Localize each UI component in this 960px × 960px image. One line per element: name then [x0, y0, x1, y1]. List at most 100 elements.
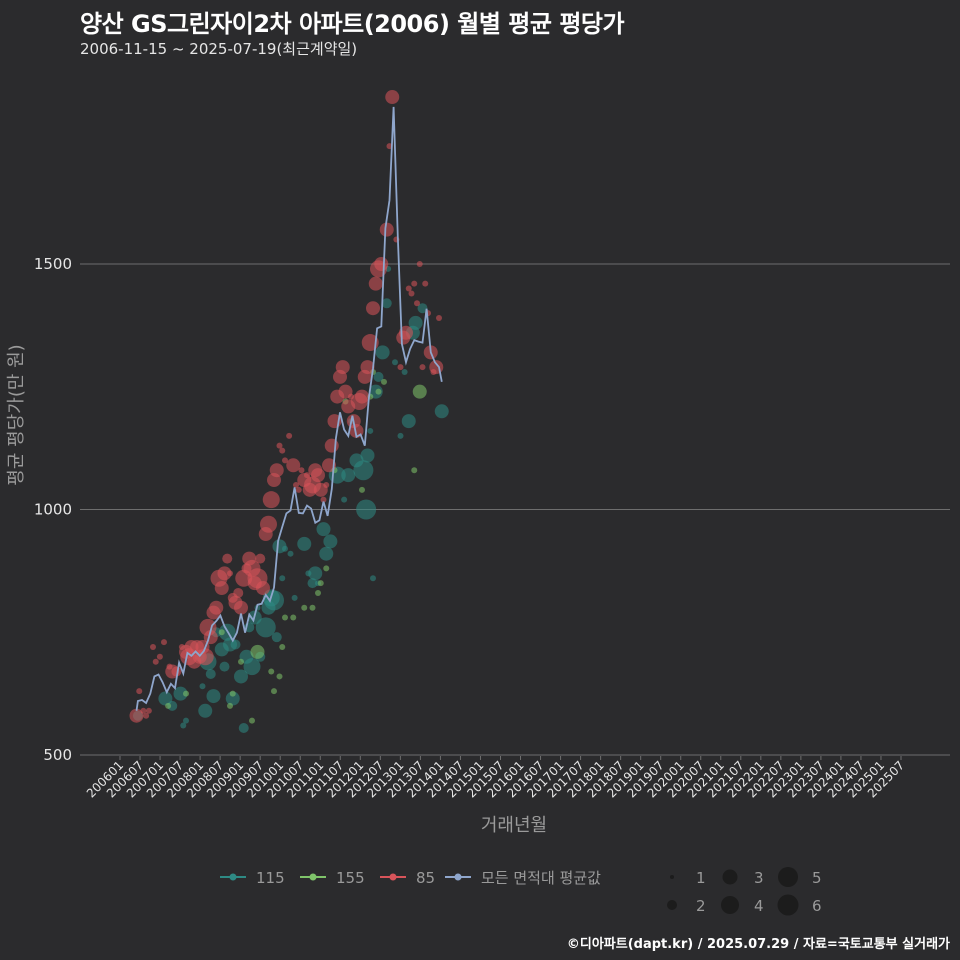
point-155 — [229, 690, 236, 697]
point-115 — [353, 460, 374, 481]
average-line-layer — [135, 106, 443, 711]
point-115 — [219, 661, 230, 672]
point-115 — [356, 499, 377, 520]
point-115 — [291, 594, 298, 601]
point-155 — [238, 658, 244, 665]
point-85 — [156, 653, 163, 660]
point-85 — [276, 442, 283, 449]
y-tick-1500: 1500 — [34, 255, 72, 273]
point-115 — [316, 522, 331, 537]
point-155 — [315, 589, 321, 596]
point-115 — [158, 691, 173, 706]
point-85 — [374, 257, 389, 271]
point-115 — [206, 689, 221, 704]
point-85 — [405, 285, 412, 292]
point-85 — [262, 491, 280, 509]
point-85 — [323, 481, 330, 488]
point-85 — [322, 458, 336, 473]
point-85 — [408, 290, 415, 297]
point-85 — [295, 486, 302, 493]
point-85 — [214, 581, 229, 596]
point-115 — [323, 534, 338, 549]
point-85 — [150, 643, 156, 650]
point-115 — [255, 617, 276, 638]
point-115 — [401, 414, 416, 429]
point-115 — [282, 545, 288, 552]
point-155 — [227, 702, 233, 709]
point-85 — [379, 222, 394, 237]
point-155 — [282, 614, 288, 621]
point-85 — [129, 708, 144, 723]
point-155 — [250, 644, 265, 659]
size-legend-dot-6 — [777, 894, 799, 916]
point-85 — [368, 276, 383, 291]
point-85 — [209, 600, 224, 615]
point-115 — [392, 359, 398, 366]
point-115 — [230, 639, 241, 650]
point-85 — [416, 261, 423, 267]
point-155 — [411, 467, 418, 474]
size-legend-dot-3 — [722, 869, 738, 885]
point-85 — [140, 707, 147, 714]
point-155 — [323, 565, 330, 572]
point-85 — [279, 447, 286, 454]
point-155 — [165, 702, 172, 709]
size-legend-label-2: 2 — [696, 897, 706, 915]
point-85 — [286, 458, 301, 473]
point-115 — [401, 369, 408, 376]
point-115 — [341, 468, 356, 483]
point-85 — [385, 90, 400, 105]
point-115 — [375, 345, 390, 360]
point-85 — [304, 472, 310, 479]
point-85 — [397, 364, 404, 371]
point-85 — [286, 432, 293, 439]
legend-marker-모든 면적대 평균값 — [454, 873, 462, 881]
point-115 — [367, 427, 374, 434]
point-155 — [359, 486, 365, 493]
page-subtitle: 2006-11-15 ~ 2025-07-19(최근계약일) — [80, 40, 358, 58]
point-85 — [293, 481, 299, 488]
point-115 — [183, 717, 189, 724]
point-115 — [180, 722, 187, 729]
point-85 — [355, 389, 369, 404]
y-tick-labels: 500 1000 1500 — [34, 255, 72, 764]
point-155 — [183, 690, 189, 697]
point-155 — [268, 668, 275, 675]
data-points — [129, 90, 449, 733]
legend-marker-115 — [229, 873, 237, 881]
point-85 — [222, 553, 233, 564]
size-legend-dot-2 — [667, 900, 677, 910]
point-155 — [412, 384, 427, 399]
point-155 — [301, 604, 308, 611]
point-115 — [243, 658, 261, 676]
size-legend-dot-4 — [721, 896, 739, 914]
point-115 — [397, 432, 404, 439]
point-85 — [282, 457, 288, 464]
point-115 — [360, 448, 375, 463]
point-115 — [297, 536, 312, 551]
point-85 — [366, 301, 380, 316]
average-line — [135, 106, 443, 711]
point-85 — [227, 570, 233, 577]
point-115 — [307, 578, 318, 589]
x-axis-title: 거래년월 — [481, 815, 547, 836]
point-115 — [434, 404, 449, 419]
point-155 — [276, 673, 283, 680]
point-115 — [264, 590, 284, 611]
point-115 — [319, 546, 334, 561]
point-85 — [161, 639, 167, 646]
point-155 — [375, 388, 382, 395]
size-legend-label-6: 6 — [812, 897, 822, 915]
point-85 — [217, 566, 232, 581]
y-axis-title: 평균 평당가(만 원) — [6, 344, 27, 485]
point-85 — [269, 463, 284, 478]
point-115 — [381, 298, 392, 309]
point-155 — [279, 643, 286, 650]
size-legend-dot-5 — [778, 867, 798, 887]
point-85 — [414, 300, 420, 307]
point-115 — [341, 496, 348, 503]
point-115 — [373, 371, 384, 382]
point-85 — [360, 360, 375, 375]
size-legend-label-1: 1 — [696, 869, 706, 887]
